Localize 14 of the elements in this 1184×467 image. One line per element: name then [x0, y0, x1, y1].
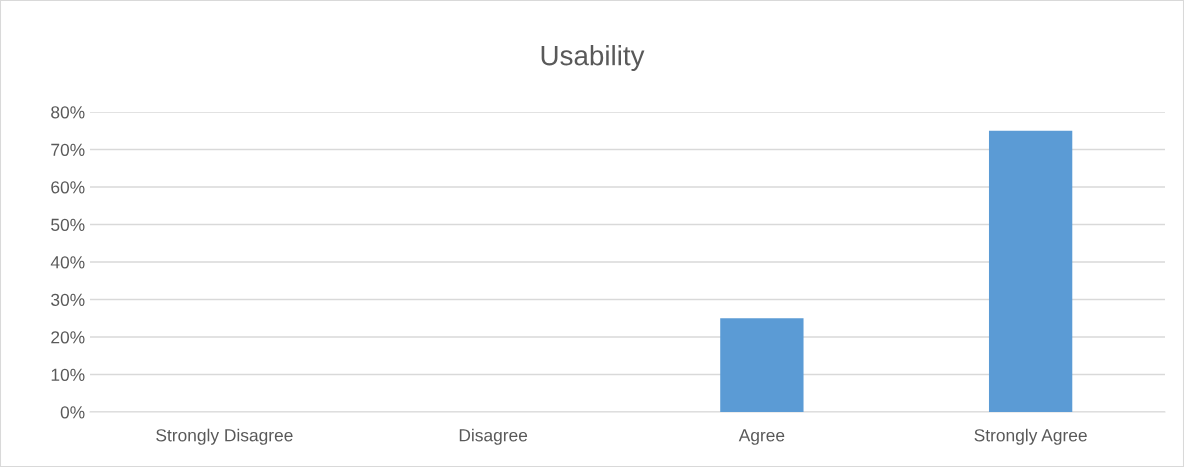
y-tick-label: 70% [51, 143, 85, 156]
x-tick-label: Agree [738, 429, 785, 445]
x-tick-label: Disagree [459, 428, 528, 445]
y-tick-label: 40% [50, 256, 85, 269]
y-tick-label: 30% [51, 293, 85, 306]
x-tick-label: Strongly Agree [974, 428, 1087, 445]
y-tick-label: 60% [51, 181, 85, 194]
y-tick-label: 0% [60, 406, 85, 419]
y-tick-label: 80% [51, 106, 85, 119]
x-tick-label: Strongly Disagree [156, 428, 293, 445]
y-tick-label: 20% [51, 331, 85, 344]
y-tick-label: 10% [51, 368, 85, 381]
chart-title: Usability [541, 45, 645, 71]
y-tick-label: 50% [51, 218, 85, 231]
